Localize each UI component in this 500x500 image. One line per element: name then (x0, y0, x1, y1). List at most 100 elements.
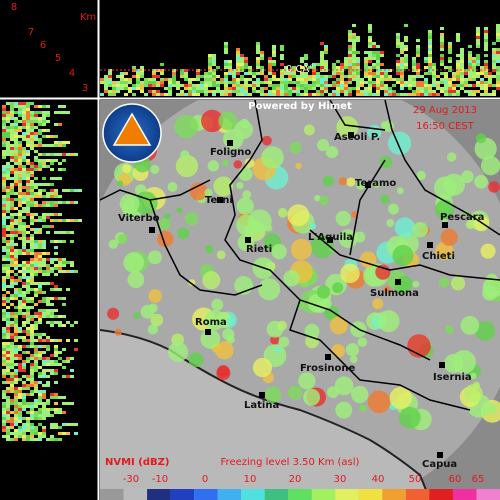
scale-label: 0 (202, 474, 208, 485)
echo-cell (432, 78, 436, 81)
echo-cell (6, 312, 10, 315)
echo-cell (296, 84, 300, 87)
echo-cell (464, 84, 468, 87)
echo (322, 175, 334, 187)
echo-cell (484, 81, 488, 84)
echo-cell (364, 81, 368, 84)
echo-cell (6, 141, 10, 144)
echo-cell (424, 60, 428, 63)
echo-cell (252, 72, 256, 75)
echo-cell (452, 90, 456, 93)
echo-cell (10, 144, 14, 147)
echo-cell (26, 393, 30, 396)
city-label: Roma (195, 317, 227, 328)
echo-cell (10, 108, 14, 111)
echo-cell (42, 252, 46, 255)
echo-cell (42, 270, 46, 273)
echo-cell (108, 75, 112, 78)
echo-cell (196, 78, 200, 81)
echo-cell (264, 78, 268, 81)
echo-cell (448, 48, 452, 51)
echo-cell (22, 231, 26, 234)
echo-cell (236, 90, 240, 93)
echo-cell (2, 249, 6, 252)
echo-cell (484, 93, 488, 96)
echo-cell (2, 231, 6, 234)
echo-cell (18, 300, 22, 303)
echo-cell (10, 351, 14, 354)
echo-cell (348, 48, 352, 51)
echo-cell (456, 93, 460, 96)
echo-cell (240, 75, 244, 78)
echo-cell (324, 78, 328, 81)
echo (359, 404, 367, 412)
echo (239, 118, 250, 129)
echo-cell (14, 438, 18, 441)
echo-cell (62, 396, 66, 399)
echo-cell (348, 57, 352, 60)
echo-cell (352, 66, 356, 69)
echo-cell (140, 87, 144, 90)
echo (475, 133, 487, 144)
echo (204, 309, 226, 331)
echo-cell (30, 366, 34, 369)
echo-cell (46, 204, 50, 207)
echo-cell (54, 396, 58, 399)
echo-cell (42, 345, 46, 348)
echo (475, 321, 496, 341)
echo (303, 388, 321, 406)
echo-cell (204, 87, 208, 90)
echo-cell (248, 66, 252, 69)
echo-cell (50, 423, 54, 426)
echo-cell (22, 270, 26, 273)
echo-cell (376, 81, 380, 84)
echo-cell (272, 60, 276, 63)
echo-cell (204, 78, 208, 81)
echo-cell (38, 111, 42, 114)
echo-cell (66, 219, 70, 222)
echo-cell (428, 39, 432, 42)
echo-cell (260, 93, 264, 96)
echo-cell (476, 63, 480, 66)
echo-cell (204, 90, 208, 93)
echo-cell (448, 93, 452, 96)
echo-cell (352, 72, 356, 75)
echo-cell (46, 165, 50, 168)
echo-cell (50, 189, 54, 192)
echo-cell (388, 75, 392, 78)
echo-cell (240, 87, 244, 90)
echo-cell (2, 303, 6, 306)
echo-cell (30, 345, 34, 348)
echo-cell (2, 195, 6, 198)
echo-cell (108, 93, 112, 96)
echo-cell (496, 84, 500, 87)
echo-cell (26, 198, 30, 201)
echo-cell (276, 90, 280, 93)
echo-cell (100, 78, 104, 81)
echo-cell (440, 27, 444, 30)
echo-cell (180, 93, 184, 96)
echo-cell (34, 294, 38, 297)
echo-cell (400, 93, 404, 96)
echo-cell (10, 147, 14, 150)
echo-cell (6, 240, 10, 243)
echo-cell (30, 276, 34, 279)
echo-cell (400, 66, 404, 69)
echo-cell (376, 87, 380, 90)
echo-cell (18, 429, 22, 432)
echo-cell (66, 270, 70, 273)
echo-cell (26, 108, 30, 111)
echo-cell (212, 57, 216, 60)
echo-cell (14, 174, 18, 177)
echo-cell (30, 375, 34, 378)
echo-cell (46, 345, 50, 348)
echo-cell (240, 93, 244, 96)
echo-cell (50, 192, 54, 195)
echo-cell (400, 75, 404, 78)
echo-cell (26, 183, 30, 186)
echo-cell (2, 111, 6, 114)
echo-cell (34, 243, 38, 246)
echo-cell (62, 168, 66, 171)
echo (303, 124, 315, 136)
echo-cell (46, 264, 50, 267)
